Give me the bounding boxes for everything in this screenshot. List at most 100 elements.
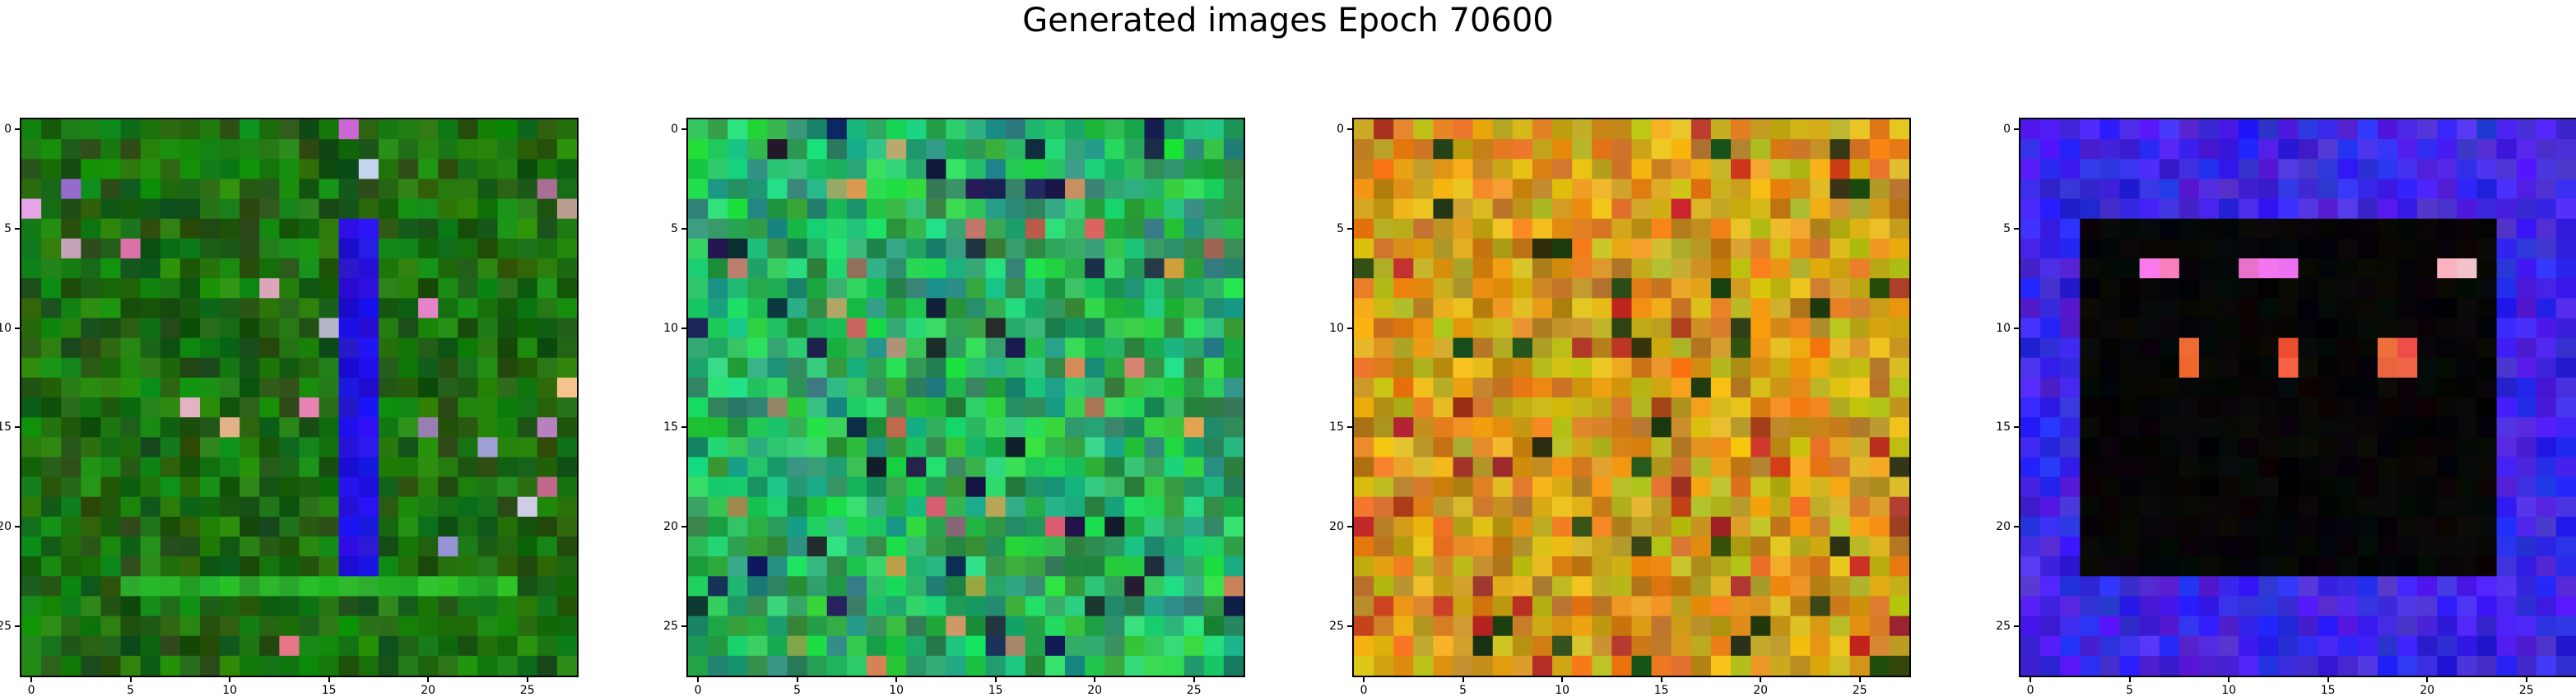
pixel-cell bbox=[2437, 417, 2457, 438]
pixel-cell bbox=[179, 397, 201, 418]
pixel-cell bbox=[1164, 119, 1185, 140]
pixel-cell bbox=[140, 357, 161, 379]
pixel-cell bbox=[2516, 457, 2537, 478]
pixel-cell bbox=[688, 596, 709, 617]
pixel-cell bbox=[1810, 457, 1831, 478]
pixel-cell bbox=[1790, 318, 1811, 339]
pixel-cell bbox=[179, 198, 201, 220]
pixel-cell bbox=[140, 218, 161, 239]
pixel-cell bbox=[239, 457, 260, 478]
pixel-cell bbox=[259, 298, 280, 319]
pixel-cell bbox=[1025, 437, 1046, 458]
pixel-cell bbox=[2457, 278, 2478, 299]
pixel-cell bbox=[1453, 258, 1474, 279]
pixel-cell bbox=[1104, 238, 1125, 259]
pixel-cell bbox=[1611, 496, 1633, 518]
pixel-cell bbox=[2417, 318, 2438, 339]
pixel-cell bbox=[2417, 179, 2438, 200]
pixel-cell bbox=[1671, 437, 1692, 458]
pixel-cell bbox=[2060, 476, 2081, 498]
pixel-cell bbox=[2318, 198, 2339, 220]
pixel-cell bbox=[1085, 476, 1105, 498]
pixel-cell bbox=[100, 179, 122, 200]
pixel-cell bbox=[2198, 238, 2220, 259]
pixel-cell bbox=[886, 537, 907, 557]
pixel-cell bbox=[458, 337, 479, 359]
pixel-cell bbox=[2476, 377, 2498, 398]
pixel-cell bbox=[120, 476, 142, 498]
pixel-cell bbox=[1453, 278, 1474, 299]
y-tick-label: 20 bbox=[1329, 519, 1344, 533]
pixel-cell bbox=[985, 635, 1007, 657]
pixel-cell bbox=[1044, 596, 1066, 617]
pixel-cell bbox=[2258, 258, 2279, 279]
pixel-cell bbox=[1044, 576, 1066, 597]
pixel-cell bbox=[1005, 119, 1026, 140]
pixel-cell bbox=[1532, 278, 1553, 299]
pixel-cell bbox=[299, 576, 320, 597]
pixel-cell bbox=[2457, 377, 2478, 398]
pixel-cell bbox=[946, 655, 967, 676]
pixel-cell bbox=[965, 159, 987, 180]
pixel-cell bbox=[2496, 496, 2518, 518]
pixel-cell bbox=[688, 397, 709, 418]
pixel-cell bbox=[517, 238, 538, 259]
pixel-cell bbox=[866, 258, 887, 279]
x-tick-mark bbox=[2426, 676, 2429, 682]
pixel-cell bbox=[2377, 576, 2398, 597]
pixel-cell bbox=[2516, 318, 2537, 339]
pixel-cell bbox=[985, 397, 1007, 418]
pixel-cell bbox=[2555, 496, 2576, 518]
pixel-cell bbox=[2496, 397, 2518, 418]
x-tick-mark bbox=[1193, 676, 1195, 682]
pixel-cell bbox=[2139, 298, 2160, 319]
pixel-cell bbox=[1144, 357, 1165, 379]
x-tick-mark bbox=[1660, 676, 1662, 682]
pixel-cell bbox=[2476, 616, 2498, 637]
pixel-cell bbox=[1849, 496, 1871, 518]
pixel-cell bbox=[2119, 318, 2141, 339]
pixel-cell bbox=[2496, 596, 2518, 617]
pixel-cell bbox=[517, 258, 538, 279]
pixel-cell bbox=[319, 556, 340, 577]
pixel-cell bbox=[2178, 516, 2200, 537]
pixel-cell bbox=[1203, 576, 1225, 597]
pixel-cell bbox=[1592, 298, 1612, 319]
y-tick-label: 5 bbox=[2003, 221, 2011, 235]
pixel-cell bbox=[2198, 258, 2220, 279]
pixel-cell bbox=[1552, 298, 1573, 319]
pixel-cell bbox=[1393, 476, 1414, 498]
pixel-cell bbox=[1790, 616, 1811, 637]
pixel-cell bbox=[2080, 357, 2101, 379]
pixel-cell bbox=[199, 198, 221, 220]
pixel-cell bbox=[1453, 198, 1474, 220]
pixel-cell bbox=[1651, 437, 1672, 458]
pixel-cell bbox=[220, 238, 240, 259]
pixel-cell bbox=[438, 655, 458, 676]
pixel-cell bbox=[1770, 278, 1791, 299]
pixel-cell bbox=[1512, 556, 1533, 577]
pixel-cell bbox=[2119, 337, 2141, 359]
pixel-cell bbox=[2496, 179, 2518, 200]
pixel-cell bbox=[2020, 198, 2041, 220]
pixel-cell bbox=[2555, 238, 2576, 259]
pixel-cell bbox=[1104, 457, 1125, 478]
pixel-cell bbox=[21, 218, 42, 239]
x-tick-label: 0 bbox=[27, 684, 35, 697]
pixel-cell bbox=[1849, 337, 1871, 359]
pixel-cell bbox=[946, 476, 967, 498]
pixel-cell bbox=[1671, 496, 1692, 518]
pixel-cell bbox=[1810, 616, 1831, 637]
pixel-cell bbox=[2258, 159, 2279, 180]
pixel-cell bbox=[1104, 556, 1125, 577]
pixel-cell bbox=[708, 357, 728, 379]
pixel-cell bbox=[160, 298, 181, 319]
pixel-cell bbox=[120, 437, 142, 458]
pixel-cell bbox=[1830, 357, 1851, 379]
pixel-cell bbox=[537, 159, 558, 180]
pixel-cell bbox=[1183, 139, 1205, 160]
pixel-cell bbox=[179, 119, 201, 140]
pixel-cell bbox=[2040, 576, 2061, 597]
pixel-cell bbox=[220, 377, 240, 398]
pixel-cell bbox=[1183, 278, 1205, 299]
